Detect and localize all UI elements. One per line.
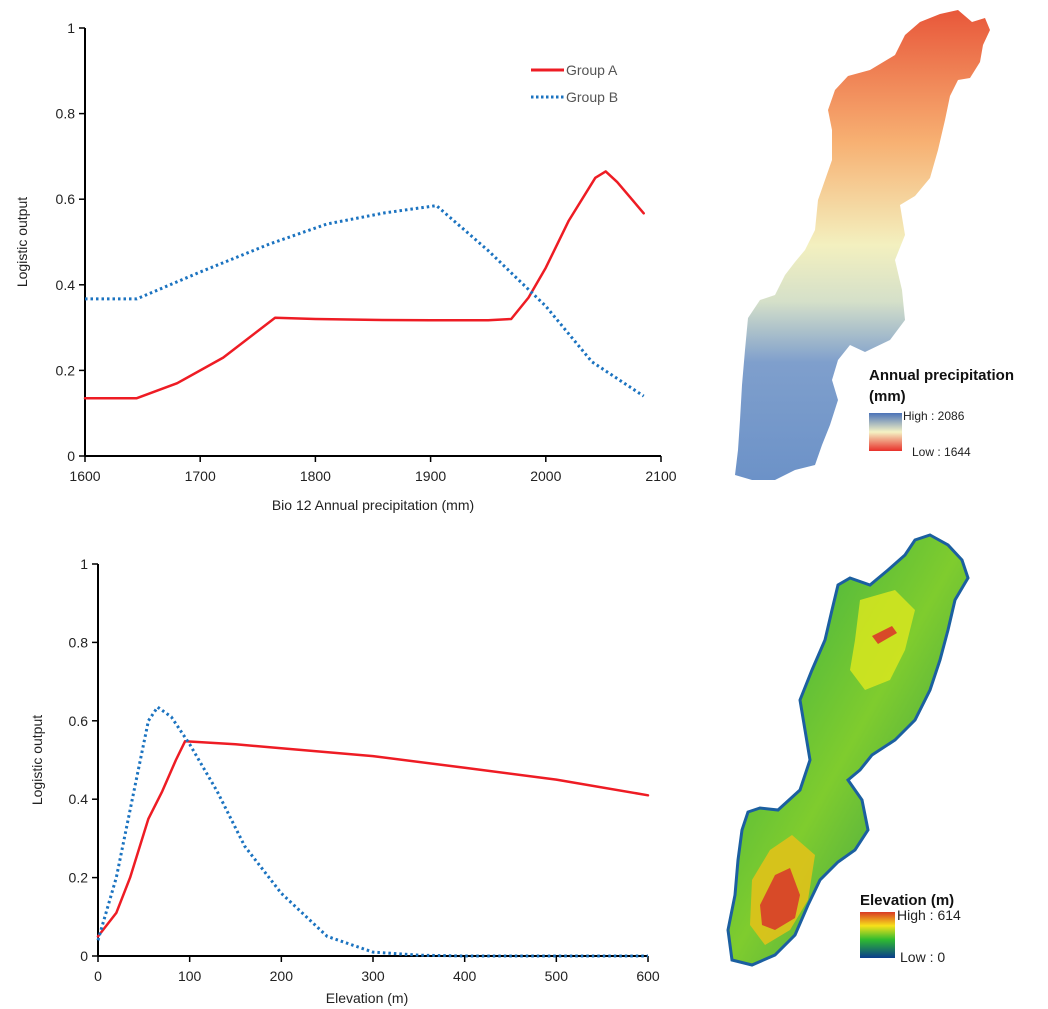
x-tick-label: 1800 — [300, 468, 331, 484]
precip-legend-low: Low : 1644 — [912, 445, 971, 459]
y-tick-label: 0.2 — [69, 870, 89, 886]
y-tick-label: 0.4 — [69, 791, 89, 807]
precipitation-map: Annual precipitation (mm) High : 2086 Lo… — [735, 10, 1014, 480]
x-tick-label: 400 — [453, 968, 477, 984]
y-tick-label: 0.4 — [56, 277, 76, 293]
legend: Group A Group B — [531, 62, 618, 105]
x-tick-label: 1900 — [415, 468, 446, 484]
elev-legend-high: High : 614 — [897, 907, 961, 923]
x-tick-label: 100 — [178, 968, 202, 984]
series-line-group-b — [85, 204, 645, 398]
precip-legend-colorbar — [869, 413, 902, 451]
x-tick-label: 2100 — [645, 468, 676, 484]
elevation-map-peak-south — [760, 868, 800, 930]
y-tick-label: 0.8 — [69, 634, 89, 650]
x-tick-label: 0 — [94, 968, 102, 984]
elev-legend-colorbar — [860, 912, 895, 958]
x-tick-label: 1700 — [185, 468, 216, 484]
y-tick-label: 0.6 — [56, 191, 76, 207]
series-line-group-b — [96, 705, 648, 958]
y-tick-label: 0.6 — [69, 713, 89, 729]
elevation-map: Elevation (m) High : 614 Low : 0 — [726, 533, 970, 967]
x-tick-label: 600 — [636, 968, 660, 984]
x-tick-label: 2000 — [530, 468, 561, 484]
x-tick-label: 200 — [270, 968, 294, 984]
legend-label-group-a: Group A — [566, 62, 618, 78]
legend-label-group-b: Group B — [566, 89, 618, 105]
elev-legend-low: Low : 0 — [900, 949, 945, 965]
precip-legend-title-line2: (mm) — [869, 388, 906, 405]
precipitation-map-shape — [735, 10, 990, 480]
series-line-group-a — [83, 170, 645, 400]
precip-legend-title-line1: Annual precipitation — [869, 367, 1014, 384]
y-tick-label: 1 — [67, 20, 75, 36]
elevation-chart: 0 0.2 0.4 0.6 0.8 1 0 100 200 300 400 500 600 Logis… — [29, 556, 660, 1006]
y-axis-label: Logistic output — [14, 197, 30, 287]
x-tick-label: 1600 — [69, 468, 100, 484]
y-axis-label: Logistic output — [29, 715, 45, 805]
series-line-group-a — [96, 739, 650, 938]
x-axis-label: Elevation (m) — [326, 990, 408, 1006]
y-tick-label: 0 — [67, 448, 75, 464]
x-axis-label: Bio 12 Annual precipitation (mm) — [272, 497, 474, 513]
elevation-map-peak-north — [872, 626, 897, 644]
y-tick-label: 0 — [80, 948, 88, 964]
precipitation-chart: 00.20.40.60.81 1600 1700 1800 1900 2000 2100 … — [14, 20, 677, 513]
x-tick-label: 500 — [545, 968, 569, 984]
elev-legend-title: Elevation (m) — [860, 892, 954, 909]
y-tick-label: 1 — [80, 556, 88, 572]
precip-legend-high: High : 2086 — [903, 409, 965, 423]
y-tick-label: 0.2 — [56, 362, 76, 378]
y-tick-label: 0.8 — [56, 106, 76, 122]
x-tick-label: 300 — [361, 968, 385, 984]
